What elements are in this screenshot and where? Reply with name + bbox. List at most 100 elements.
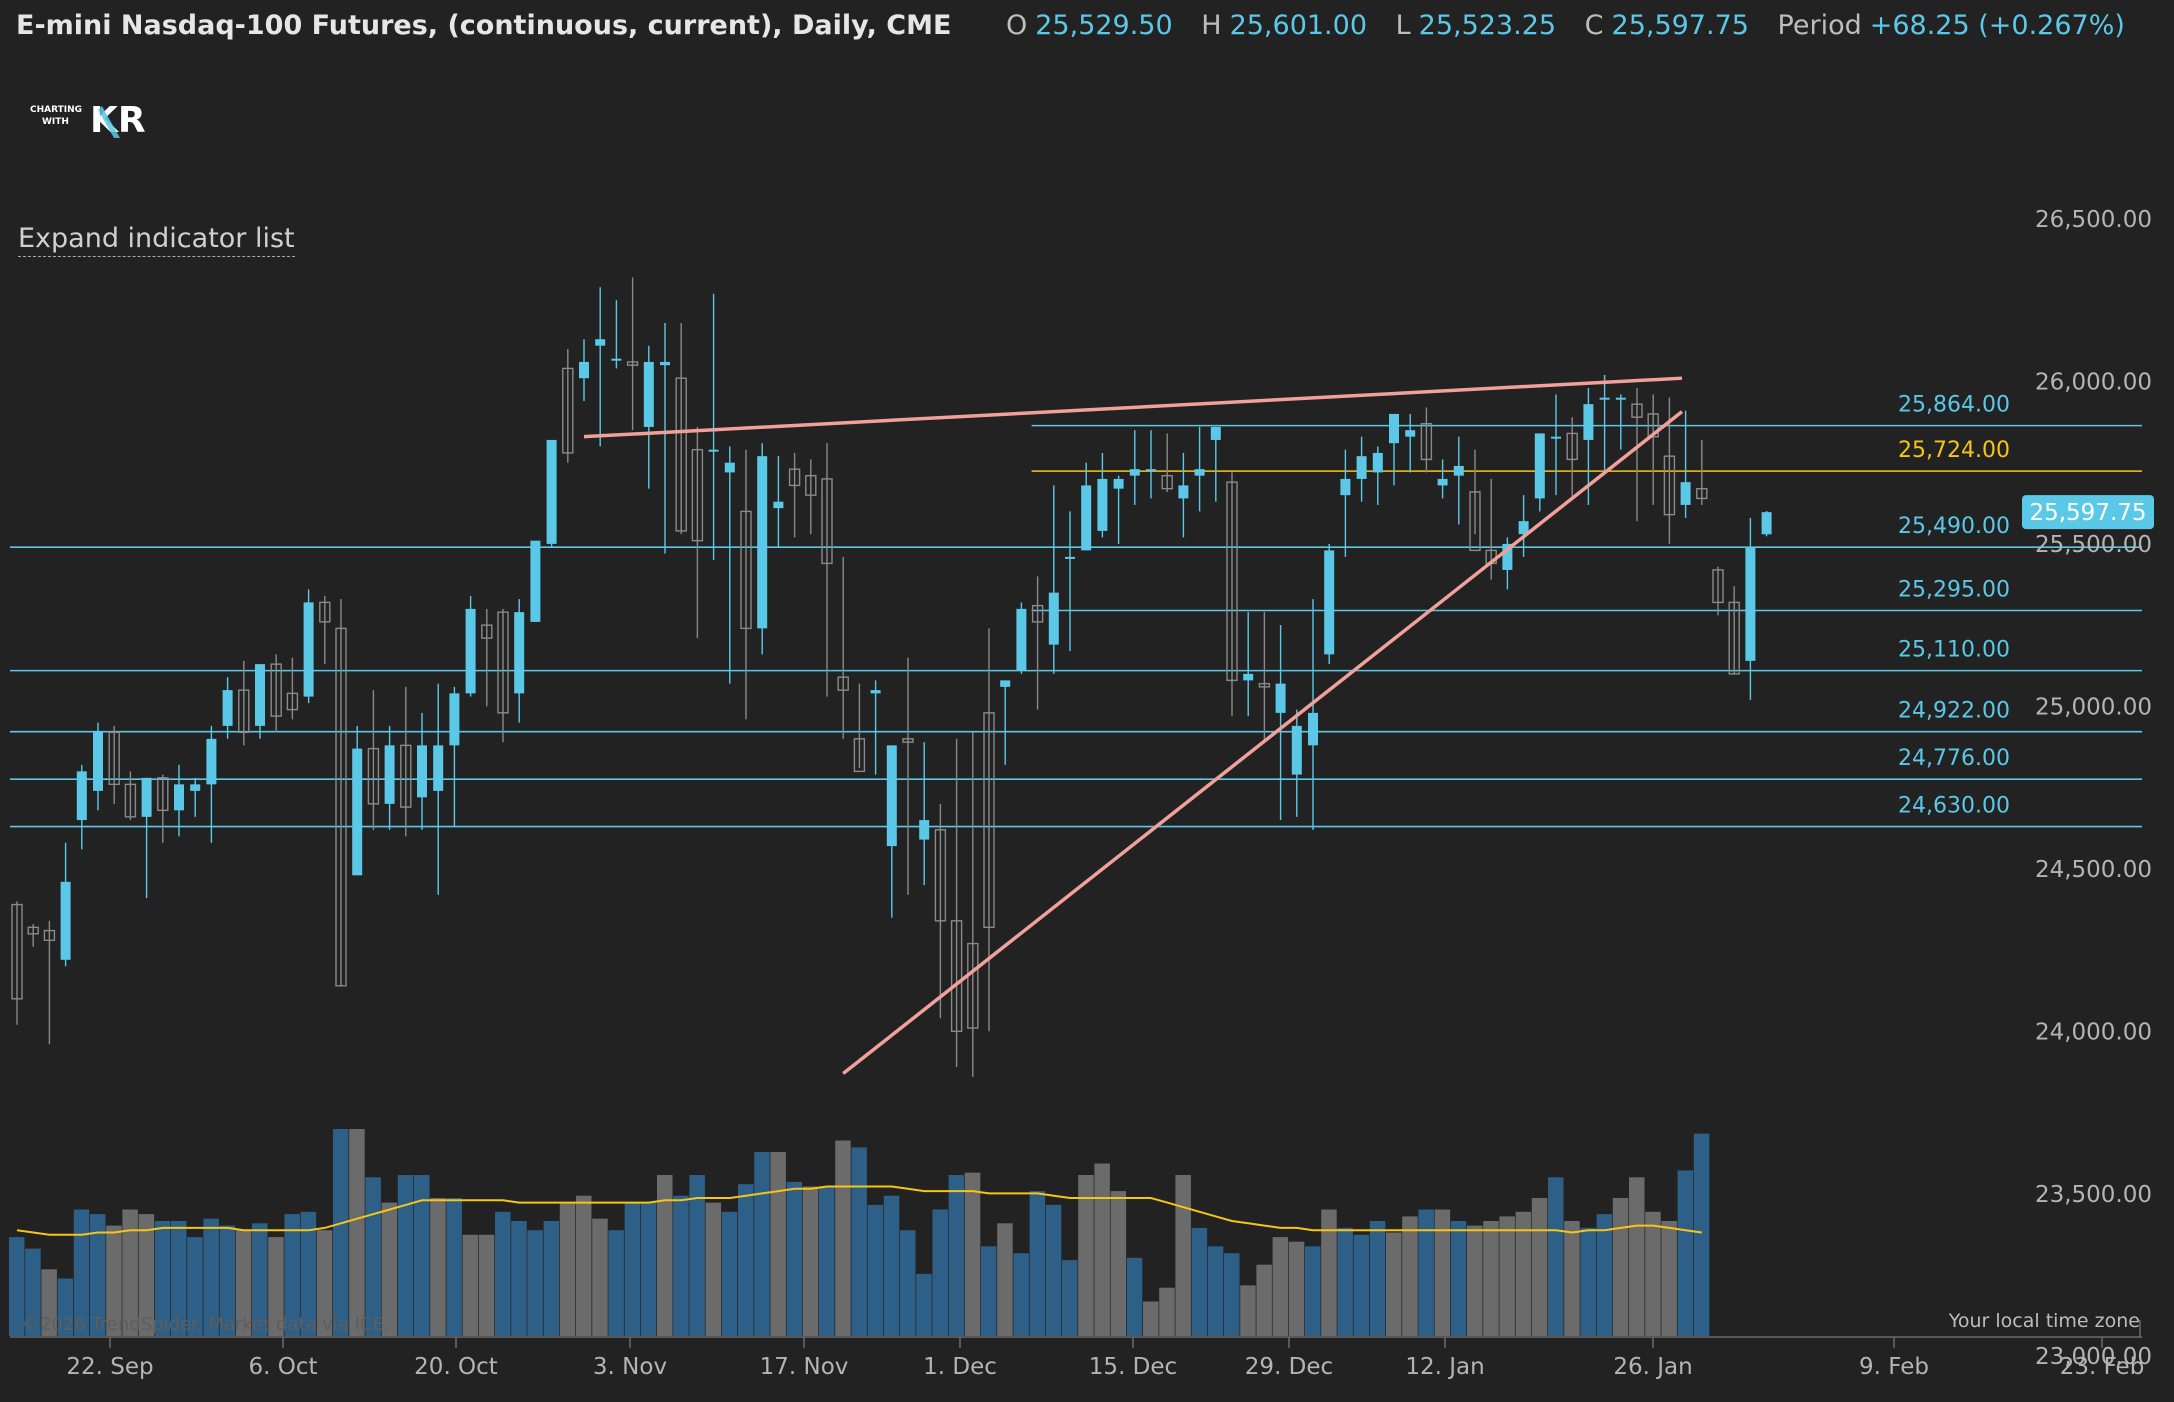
x-tick-label: 1. Dec xyxy=(923,1354,997,1380)
trendlines[interactable] xyxy=(583,376,1684,1075)
candle-body-up xyxy=(1113,478,1124,489)
volume-bar xyxy=(73,1209,90,1336)
volume-bar xyxy=(527,1230,543,1336)
volume-bar xyxy=(446,1198,462,1336)
volume-bar xyxy=(689,1175,705,1336)
volume-bar xyxy=(414,1175,430,1336)
candle-body-down xyxy=(238,689,250,734)
y-tick-label: 25,000.00 xyxy=(2035,694,2152,720)
volume-bar xyxy=(1434,1209,1451,1336)
volume-bar xyxy=(1337,1227,1353,1336)
volume-bar xyxy=(90,1214,106,1336)
volume-bar xyxy=(1531,1198,1548,1336)
candle-body-down xyxy=(853,738,866,773)
candle-body-up xyxy=(660,361,670,366)
candle-body-up xyxy=(1453,465,1464,476)
data-attribution: ©2026 TrendSpider. Market data via ICE. xyxy=(22,1314,390,1335)
volume-bar xyxy=(1467,1225,1483,1336)
volume-bar xyxy=(333,1129,349,1336)
volume-bar xyxy=(1499,1216,1515,1336)
candle-body-up xyxy=(773,501,784,509)
x-tick-label: 6. Oct xyxy=(248,1354,317,1380)
volume-bar xyxy=(673,1195,689,1336)
candle-body-up xyxy=(141,777,152,817)
volume-bar xyxy=(900,1230,916,1336)
volume-bar xyxy=(154,1221,171,1336)
candle-body-down xyxy=(1258,682,1271,688)
candle-body-down xyxy=(1420,422,1433,461)
candle-body-up xyxy=(1275,683,1286,713)
volume-bar xyxy=(786,1181,803,1336)
x-tick-label: 20. Oct xyxy=(414,1354,498,1380)
volume-bar xyxy=(397,1175,414,1336)
candle-body-up xyxy=(1389,413,1399,444)
volume-bar xyxy=(657,1175,673,1336)
candle-body-down xyxy=(286,692,299,711)
candle-body-up xyxy=(206,738,217,785)
candle-body-up xyxy=(1129,469,1140,476)
volume-bar xyxy=(802,1186,819,1336)
chart-header: E-mini Nasdaq-100 Futures, (continuous, … xyxy=(16,8,2125,44)
volume-bar xyxy=(997,1223,1013,1336)
candle-body-up xyxy=(1583,404,1594,440)
volume-bar xyxy=(1483,1221,1499,1336)
last-price-marker: 25,597.75 xyxy=(2022,495,2154,530)
candle-body-up xyxy=(1356,456,1367,479)
candle-body-down xyxy=(1566,432,1578,461)
volume-bar xyxy=(1418,1209,1434,1336)
timezone-label[interactable]: Your local time zone xyxy=(1948,1310,2140,1332)
volume-bar xyxy=(1062,1260,1078,1336)
candle-body-down xyxy=(108,731,120,786)
volume-bar xyxy=(576,1195,592,1336)
candle-body-down xyxy=(805,474,817,496)
volume-moving-average xyxy=(16,1185,1702,1236)
candle-body-down xyxy=(675,377,687,532)
candle-body-up xyxy=(417,745,427,798)
candle-body-down xyxy=(837,676,849,691)
volume-bar xyxy=(1402,1216,1418,1336)
candle-body-up xyxy=(1518,521,1529,535)
volume-bar xyxy=(1580,1227,1596,1336)
candle-body-up xyxy=(757,456,768,629)
volume-bar xyxy=(381,1202,398,1336)
candle-body-up xyxy=(1534,433,1545,499)
candle-body-down xyxy=(27,926,39,935)
level-label: 24,630.00 xyxy=(1898,794,2010,819)
volume-bar xyxy=(705,1202,722,1336)
candle-body-up xyxy=(255,664,265,726)
volume-bar xyxy=(964,1172,981,1336)
candle-body-up xyxy=(222,690,233,726)
volume-bar xyxy=(1191,1227,1208,1336)
x-axis: 22. Sep 6. Oct 20. Oct 3. Nov 17. Nov 1. Dec 1… xyxy=(10,1320,2144,1380)
candle-body-up xyxy=(886,745,897,847)
volume-bar xyxy=(738,1184,754,1336)
volume-bar xyxy=(478,1234,495,1336)
volume-panel xyxy=(9,1129,1710,1336)
candle-body-up xyxy=(1437,478,1448,486)
volume-bar xyxy=(316,1230,333,1336)
volume-bar xyxy=(57,1278,74,1336)
candle-body-down xyxy=(497,611,509,714)
candle-body-up xyxy=(1745,547,1756,661)
volume-bar xyxy=(835,1140,851,1336)
volume-bar xyxy=(1369,1221,1386,1336)
volume-bar xyxy=(1548,1177,1564,1336)
volume-bar xyxy=(1645,1211,1661,1336)
volume-bar xyxy=(235,1230,252,1336)
horizontal-levels[interactable]: 25,864.00 25,724.00 25,490.00 25,295.00 25,1… xyxy=(10,393,2142,828)
volume-bar xyxy=(1596,1214,1613,1336)
volume-bar xyxy=(1094,1163,1110,1336)
close-label: C xyxy=(1584,10,1604,41)
volume-bar xyxy=(430,1198,446,1336)
volume-bar xyxy=(1256,1264,1272,1336)
level-label: 24,922.00 xyxy=(1898,699,2010,724)
volume-bar xyxy=(1353,1234,1370,1336)
volume-bar xyxy=(9,1237,25,1336)
volume-bar xyxy=(754,1152,770,1336)
candle-body-up xyxy=(1178,485,1189,499)
volume-bar xyxy=(300,1211,317,1336)
expand-indicator-list-link[interactable]: Expand indicator list xyxy=(18,222,295,257)
volume-bar xyxy=(932,1209,948,1336)
volume-bar xyxy=(511,1221,527,1336)
